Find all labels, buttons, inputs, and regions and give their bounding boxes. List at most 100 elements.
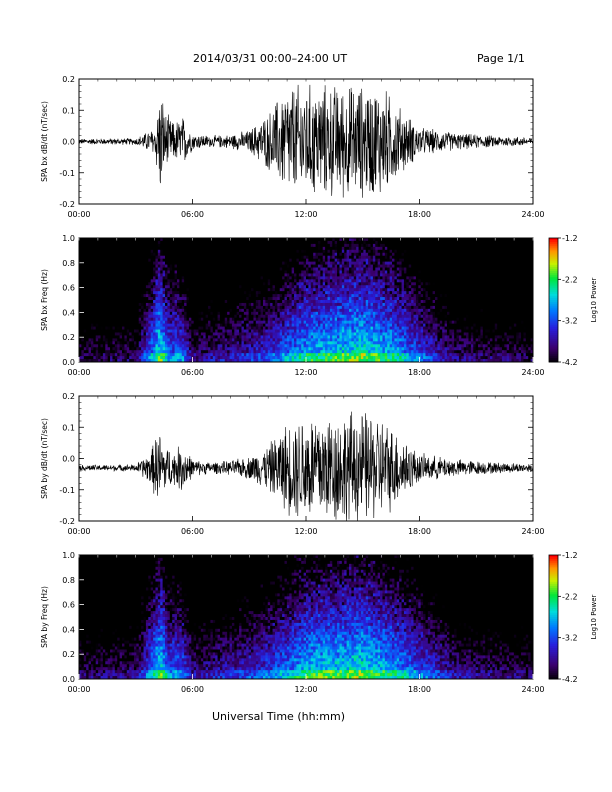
heatmap-cell xyxy=(277,332,281,336)
heatmap-cell xyxy=(291,302,295,307)
heatmap-cell xyxy=(270,294,273,298)
heatmap-cell xyxy=(131,285,135,289)
heatmap-cell xyxy=(145,240,149,245)
heatmap-cell xyxy=(289,300,292,304)
heatmap-cell xyxy=(83,320,87,324)
heatmap-cell xyxy=(322,285,326,289)
heatmap-cell xyxy=(215,308,218,313)
heatmap-cell xyxy=(224,323,228,327)
heatmap-cell xyxy=(150,238,154,242)
heatmap-cell xyxy=(212,338,216,342)
heatmap-cell xyxy=(320,326,324,330)
heatmap-cell xyxy=(346,276,350,280)
heatmap-cell xyxy=(337,308,340,313)
heatmap-cell xyxy=(217,282,221,286)
heatmap-cell xyxy=(260,246,264,251)
heatmap-cell xyxy=(107,305,111,310)
heatmap-cell xyxy=(184,285,187,289)
heatmap-cell xyxy=(291,356,295,360)
heatmap-cell xyxy=(306,240,309,245)
heatmap-cell xyxy=(277,267,281,271)
heatmap-cell xyxy=(107,267,111,271)
heatmap-cell xyxy=(105,317,108,321)
heatmap-cell xyxy=(105,323,108,327)
heatmap-cell xyxy=(129,282,132,286)
heatmap-cell xyxy=(181,338,185,342)
heatmap-cell xyxy=(315,356,319,360)
heatmap-cell xyxy=(339,243,343,248)
heatmap-cell xyxy=(294,302,297,307)
heatmap-cell xyxy=(160,252,163,257)
heatmap-cell xyxy=(334,294,338,298)
heatmap-cell xyxy=(136,249,140,254)
heatmap-cell xyxy=(272,279,276,283)
heatmap-cell xyxy=(114,302,118,307)
heatmap-cell xyxy=(329,294,333,298)
heatmap-cell xyxy=(291,288,295,292)
heatmap-cell xyxy=(122,305,125,310)
heatmap-cell xyxy=(306,238,309,242)
heatmap-cell xyxy=(246,238,249,242)
heatmap-cell xyxy=(191,294,194,298)
heatmap-cell xyxy=(210,243,214,248)
heatmap-cell xyxy=(236,338,240,342)
heatmap-cell xyxy=(83,264,87,268)
heatmap-cell xyxy=(260,270,264,274)
heatmap-cell xyxy=(265,305,269,310)
heatmap-cell xyxy=(86,255,89,259)
heatmap-cell xyxy=(162,267,166,271)
heatmap-cell xyxy=(205,350,209,354)
heatmap-cell xyxy=(215,249,218,254)
heatmap-cell xyxy=(356,238,359,242)
heatmap-cell xyxy=(133,344,137,348)
heatmap-cell xyxy=(286,332,290,336)
heatmap-cell xyxy=(349,359,352,363)
heatmap-cell xyxy=(148,353,151,357)
heatmap-cell xyxy=(148,270,151,274)
heatmap-cell xyxy=(310,270,314,274)
heatmap-cell xyxy=(119,353,123,357)
heatmap-cell xyxy=(167,341,171,345)
heatmap-cell xyxy=(255,329,259,333)
heatmap-cell xyxy=(289,264,292,268)
heatmap-cell xyxy=(157,264,161,268)
heatmap-cell xyxy=(241,335,245,339)
heatmap-cell xyxy=(301,353,304,357)
heatmap-cell xyxy=(241,353,245,357)
heatmap-cell xyxy=(308,332,312,336)
heatmap-cell xyxy=(227,314,230,319)
heatmap-cell xyxy=(215,252,218,257)
heatmap-cell xyxy=(136,329,140,333)
heatmap-cell xyxy=(313,258,316,262)
heatmap-cell xyxy=(329,258,333,262)
heatmap-cell xyxy=(255,332,259,336)
heatmap-cell xyxy=(284,238,288,242)
heatmap-cell xyxy=(344,279,347,283)
heatmap-cell xyxy=(83,332,87,336)
heatmap-cell xyxy=(148,356,151,360)
heatmap-cell xyxy=(246,353,249,357)
heatmap-cell xyxy=(356,264,359,268)
heatmap-cell xyxy=(241,314,245,319)
heatmap-cell xyxy=(277,338,281,342)
heatmap-cell xyxy=(155,238,159,242)
heatmap-cell xyxy=(289,347,292,351)
heatmap-cell xyxy=(100,332,104,336)
heatmap-cell xyxy=(196,356,199,360)
heatmap-cell xyxy=(191,350,194,354)
heatmap-cell xyxy=(322,243,326,248)
heatmap-cell xyxy=(322,344,326,348)
heatmap-cell xyxy=(325,314,328,319)
heatmap-cell xyxy=(239,294,242,298)
heatmap-cell xyxy=(310,311,314,316)
heatmap-cell xyxy=(133,311,137,316)
heatmap-cell xyxy=(277,255,281,259)
heatmap-cell xyxy=(198,311,202,316)
heatmap-cell xyxy=(217,264,221,268)
heatmap-cell xyxy=(196,314,199,319)
heatmap-cell xyxy=(277,347,281,351)
heatmap-cell xyxy=(248,294,252,298)
heatmap-cell xyxy=(334,311,338,316)
heatmap-cell xyxy=(219,267,223,271)
heatmap-cell xyxy=(279,329,283,333)
